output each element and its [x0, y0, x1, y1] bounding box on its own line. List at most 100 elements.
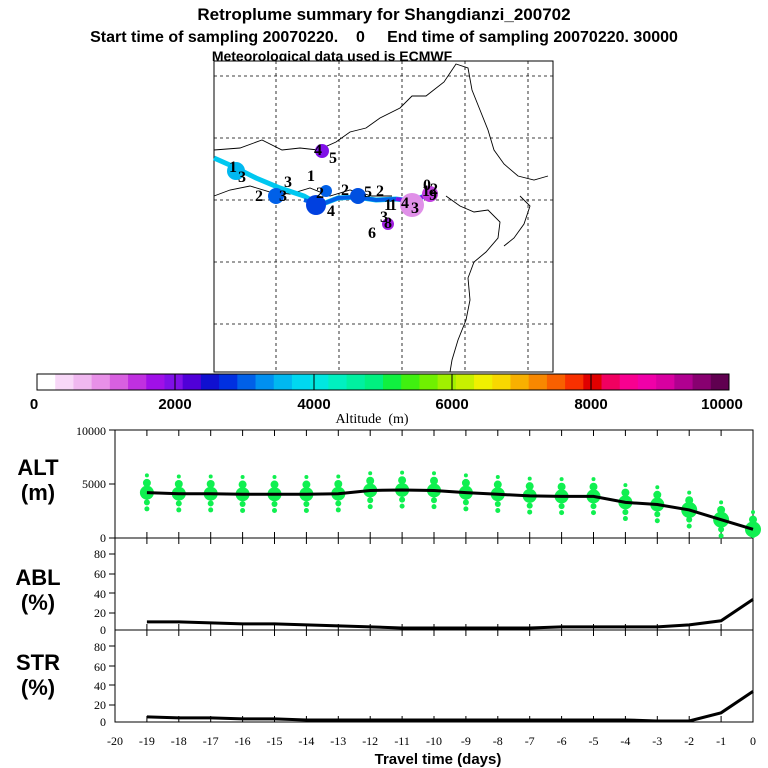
chart-subtitle: Start time of sampling 20070220. 0 End t… — [90, 29, 678, 46]
plume-dot — [227, 162, 245, 180]
colorbar-cell — [310, 374, 329, 390]
alt-dot — [368, 471, 373, 476]
x-tick-label: -2 — [684, 734, 694, 748]
colorbar-cell — [346, 374, 366, 390]
x-tick-label: -8 — [493, 734, 503, 748]
map-number-label: 2 — [255, 188, 263, 205]
str-ytick: 0 — [100, 715, 106, 729]
alt-dot — [206, 480, 215, 488]
x-tick-label: -17 — [203, 734, 219, 748]
str-ytick: 40 — [94, 679, 106, 693]
plume-dot — [315, 144, 329, 158]
colorbar-cell — [364, 374, 384, 390]
colorbar-cell — [237, 374, 257, 390]
alt-dot — [653, 490, 662, 499]
colorbar-cell — [474, 374, 493, 390]
colorbar-tick: 6000 — [435, 396, 468, 413]
map-number-label: 2 — [430, 181, 438, 198]
map-number-label: 3 — [411, 200, 419, 217]
alt-dot — [272, 507, 277, 513]
plume-dot — [422, 186, 438, 202]
alt-dot — [303, 500, 310, 507]
map-number-label: 5 — [329, 150, 337, 167]
colorbar-tick: 0 — [30, 396, 38, 413]
alt-dot — [591, 477, 596, 482]
alt-dot — [430, 476, 438, 485]
alt-dot — [240, 507, 246, 513]
x-axis-label: Travel time (days) — [375, 751, 502, 768]
alt-scatter — [139, 470, 761, 539]
colorbar-cell — [128, 374, 147, 390]
series-line-1 — [146, 598, 754, 630]
colorbar-cell — [291, 374, 311, 390]
alt-dot — [494, 500, 501, 507]
alt-dot — [463, 473, 468, 478]
x-tick-label: -19 — [139, 734, 155, 748]
x-tick-label: -1 — [716, 734, 726, 748]
alt-dot — [463, 506, 469, 512]
map-number-label: 3 — [238, 169, 246, 186]
colorbar-label: Altitude (m) — [335, 412, 408, 427]
alt-dot — [717, 505, 726, 514]
map-number-label: 1 — [389, 197, 397, 214]
str-label: STR — [16, 650, 60, 675]
alt-dot — [366, 476, 375, 485]
plume-dot — [320, 185, 332, 197]
alt-dot — [399, 496, 406, 503]
map-number-label: 1 — [422, 183, 430, 200]
series-line-0 — [146, 488, 754, 531]
alt-dot — [685, 496, 694, 505]
colorbar-cell — [383, 374, 402, 390]
alt-dot — [335, 500, 342, 507]
alt-dot — [591, 510, 596, 516]
alt-dot — [208, 474, 213, 479]
x-tick-label: 0 — [750, 734, 756, 748]
x-tick-label: -4 — [620, 734, 630, 748]
x-tick-label: -5 — [589, 734, 599, 748]
alt-dot — [144, 506, 150, 512]
str-ytick: 20 — [94, 698, 106, 712]
alt-dot — [527, 476, 532, 481]
map-number-label: 4 — [327, 203, 335, 220]
alt-dot — [142, 478, 151, 487]
map-frame — [213, 60, 554, 373]
colorbar-cell — [601, 374, 621, 390]
x-tick-label: -14 — [298, 734, 314, 748]
alt-dot — [621, 488, 630, 497]
colorbar-cell — [91, 374, 111, 390]
alt-dot — [175, 500, 182, 507]
colorbar-cell — [164, 374, 184, 390]
map-number-label: 3 — [279, 188, 287, 205]
abl-ytick: 0 — [100, 623, 106, 637]
x-tick-label: -16 — [235, 734, 251, 748]
str-ytick: 60 — [94, 660, 106, 674]
alt-dot — [654, 511, 661, 518]
x-tick-label: -3 — [652, 734, 662, 748]
plume-dot — [350, 188, 366, 204]
alt-dot — [143, 499, 150, 506]
x-tick-label: -7 — [525, 734, 535, 748]
alt-dot — [686, 516, 693, 523]
x-tick-label: -10 — [426, 734, 442, 748]
colorbar-cell — [37, 374, 56, 390]
alt-dot — [495, 507, 501, 513]
alt-dot — [750, 530, 756, 536]
colorbar-cell — [109, 374, 129, 390]
colorbar-cell — [492, 374, 511, 390]
colorbar-cell — [637, 374, 657, 390]
alt-dot — [590, 503, 597, 510]
alt-dot — [751, 510, 755, 515]
colorbar-cell — [200, 374, 220, 390]
alt-dot — [144, 473, 149, 478]
x-tick-labels: -20 -19 -18 -17 -16 -15 -14 -13 -12 -11 -10 -9 -8 -7-… — [107, 734, 756, 748]
alt-dot — [240, 474, 245, 479]
plume-dot — [306, 195, 326, 215]
colorbar-tick: 4000 — [297, 396, 330, 413]
alt-dot — [176, 507, 182, 513]
series-lines — [146, 488, 754, 723]
alt-dot — [270, 480, 279, 489]
plume-dot — [400, 193, 424, 217]
abl-label: ABL — [15, 565, 60, 590]
